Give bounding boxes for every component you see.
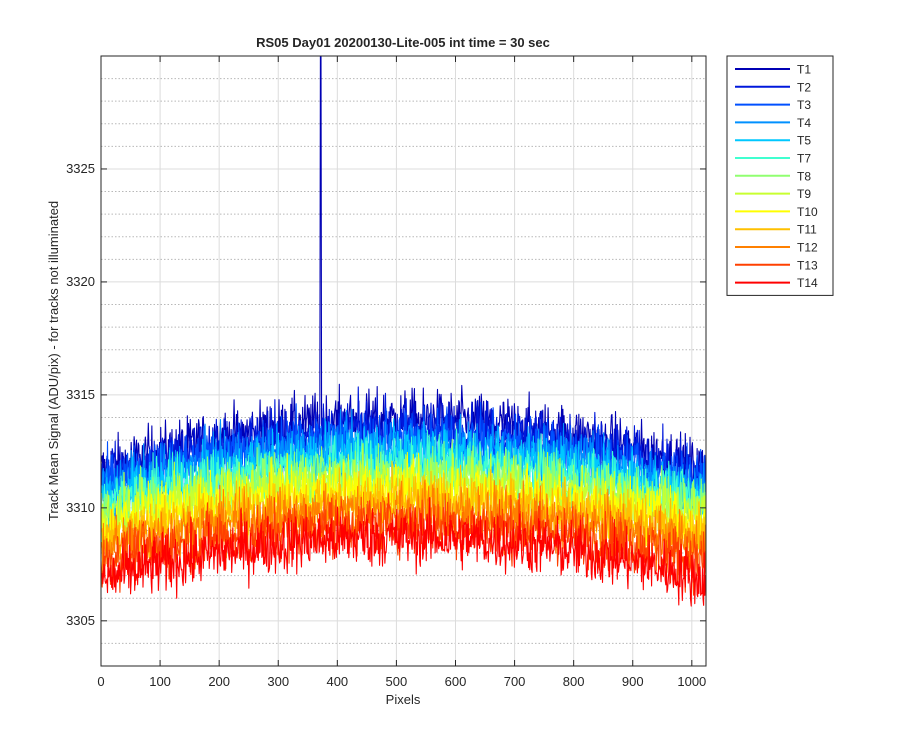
x-tick-label: 0	[97, 674, 104, 689]
chart-title: RS05 Day01 20200130-Lite-005 int time = …	[256, 35, 550, 50]
x-tick-label: 300	[267, 674, 289, 689]
legend-label-t14: T14	[797, 276, 818, 290]
legend-label-t12: T12	[797, 241, 818, 255]
x-tick-label: 900	[622, 674, 644, 689]
plot-frame	[100, 55, 707, 667]
y-axis-label: Track Mean Signal (ADU/pix) - for tracks…	[46, 201, 61, 521]
x-tick-label: 1000	[677, 674, 706, 689]
legend-label-t8: T8	[797, 169, 811, 183]
y-axis: 3305 3310 3315 3320 3325	[66, 161, 706, 628]
x-tick-label: 200	[208, 674, 230, 689]
legend-label-t5: T5	[797, 134, 811, 148]
y-tick-label: 3320	[66, 274, 95, 289]
legend-label-t4: T4	[797, 116, 811, 130]
x-tick-label: 800	[563, 674, 585, 689]
legend-label-t13: T13	[797, 258, 818, 272]
y-tick-label: 3310	[66, 500, 95, 515]
x-axis: 0 100 200 300 400 500 600 700 800 900 1000	[97, 56, 706, 689]
x-tick-label: 100	[149, 674, 171, 689]
plot-area	[101, 56, 706, 607]
y-tick-label: 3315	[66, 387, 95, 402]
x-axis-label: Pixels	[386, 692, 421, 707]
plot-background	[101, 56, 706, 666]
x-tick-label: 500	[386, 674, 408, 689]
legend: T1 T2 T3 T4 T5 T7 T8 T9 T10 T11 T12 T13 T14	[726, 55, 834, 296]
x-tick-label: 700	[504, 674, 526, 689]
legend-label-t2: T2	[797, 80, 811, 94]
legend-label-t11: T11	[797, 223, 817, 237]
y-tick-label: 3305	[66, 613, 95, 628]
series-line-t1	[101, 56, 706, 504]
legend-label-t9: T9	[797, 187, 811, 201]
series-line-t14	[101, 497, 706, 607]
legend-label-t7: T7	[797, 152, 811, 166]
y-tick-label: 3325	[66, 161, 95, 176]
legend-label-t10: T10	[797, 205, 818, 219]
legend-label-t3: T3	[797, 98, 811, 112]
x-tick-label: 400	[326, 674, 348, 689]
x-tick-label: 600	[445, 674, 467, 689]
legend-label-t1: T1	[797, 63, 811, 77]
